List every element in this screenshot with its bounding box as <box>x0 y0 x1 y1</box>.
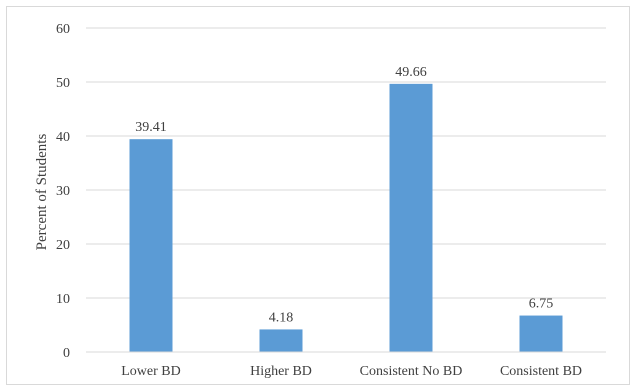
y-tick-label-60: 60 <box>56 22 70 37</box>
bars <box>129 83 563 352</box>
category-label-3: Consistent BD <box>500 364 582 379</box>
bar-1 <box>259 329 303 352</box>
bar-3 <box>519 315 563 352</box>
category-labels: Lower BD Higher BD Consistent No BD Consist… <box>121 364 582 379</box>
category-label-2: Consistent No BD <box>360 364 463 379</box>
data-label-2: 49.66 <box>395 65 427 80</box>
y-tick-label-30: 30 <box>56 184 70 199</box>
category-label-0: Lower BD <box>121 364 181 379</box>
data-label-3: 6.75 <box>529 297 554 312</box>
data-label-0: 39.41 <box>135 120 167 135</box>
y-tick-label-50: 50 <box>56 76 70 91</box>
bar-2 <box>389 83 433 352</box>
y-tick-label-10: 10 <box>56 292 70 307</box>
y-tick-label-40: 40 <box>56 130 70 145</box>
y-tick-label-0: 0 <box>63 346 70 361</box>
data-labels: 39.41 4.18 49.66 6.75 <box>135 65 553 326</box>
bar-0 <box>129 139 173 352</box>
data-label-1: 4.18 <box>269 310 294 325</box>
y-tick-labels: 0 10 20 30 40 50 60 <box>56 22 70 361</box>
category-label-1: Higher BD <box>250 364 312 379</box>
gridlines <box>86 27 606 299</box>
y-tick-label-20: 20 <box>56 238 70 253</box>
y-axis-label: Percent of Students <box>34 134 50 251</box>
